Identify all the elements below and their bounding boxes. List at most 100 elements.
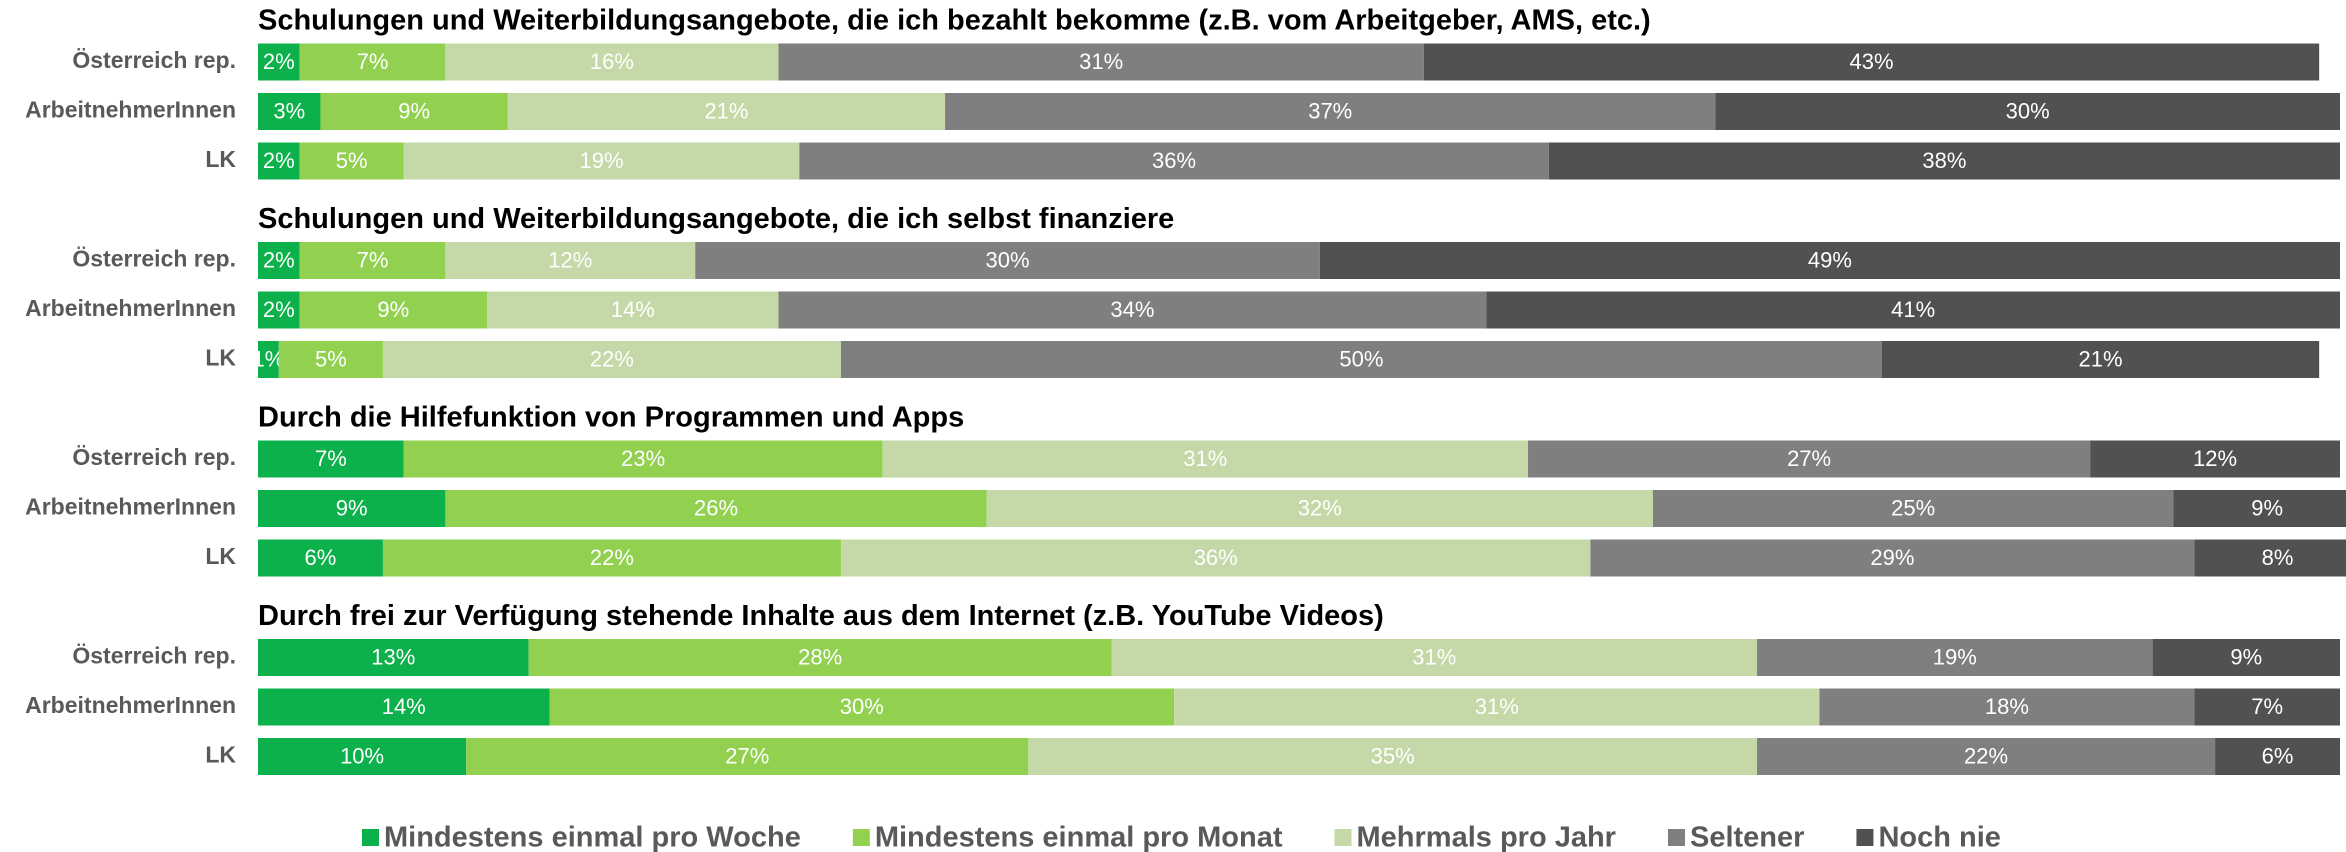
bar-segment (258, 93, 321, 130)
value-label: 25% (1891, 495, 1935, 520)
bar-segment (258, 341, 279, 378)
legend-swatch (852, 829, 870, 846)
bar-segment (403, 142, 800, 180)
value-label: 27% (725, 743, 769, 768)
bar-segment (320, 93, 508, 130)
bar-segment (1715, 93, 2340, 130)
value-label: 9% (2251, 495, 2283, 520)
bar-segment (1757, 639, 2153, 676)
legend-swatch (1667, 829, 1685, 846)
bar-segment (1548, 142, 2340, 180)
panel-title: Durch die Hilfefunktion von Programmen u… (258, 402, 964, 434)
bar-segment (1757, 738, 2216, 775)
bar-segment (466, 738, 1029, 775)
bar-segment (299, 242, 446, 279)
bar-segment (1652, 490, 2174, 527)
bar-segment (382, 341, 841, 378)
bar-segment (695, 242, 1320, 279)
value-label: 5% (315, 346, 347, 371)
value-label: 38% (1922, 148, 1966, 173)
bar-segment (382, 539, 841, 577)
panel-title: Schulungen und Weiterbildungsangebote, d… (258, 203, 1174, 235)
legend-label: Mindestens einmal pro Woche (384, 822, 801, 852)
bar-segment (2173, 490, 2346, 527)
value-label: 13% (371, 644, 415, 669)
value-label: 21% (2079, 346, 2123, 371)
category-label: LK (205, 345, 236, 371)
value-label: 5% (336, 148, 368, 173)
bar-segment (445, 43, 779, 81)
category-label: LK (205, 543, 236, 569)
legend-swatch (1334, 829, 1352, 846)
legend-label: Noch nie (1878, 822, 2000, 852)
value-label: 19% (1933, 644, 1977, 669)
value-label: 9% (398, 98, 430, 123)
value-label: 9% (377, 297, 409, 322)
panel-title: Durch frei zur Verfügung stehende Inhalt… (258, 600, 1384, 632)
bar-segment (2215, 738, 2340, 775)
legend-swatch (362, 829, 379, 846)
bar-segment (487, 291, 779, 329)
bar-segment (2090, 440, 2340, 478)
bar-segment (258, 539, 383, 577)
value-label: 50% (1339, 346, 1383, 371)
legend-label: Mindestens einmal pro Monat (875, 822, 1283, 852)
value-label: 36% (1152, 148, 1196, 173)
value-label: 7% (357, 49, 389, 74)
bar-segment (1028, 738, 1758, 775)
category-label: Österreich rep. (72, 47, 236, 73)
bar-segment (528, 639, 1112, 676)
bar-segment (258, 688, 550, 726)
value-label: 41% (1891, 297, 1935, 322)
value-label: 7% (357, 247, 389, 272)
category-label: Österreich rep. (72, 246, 236, 272)
bar-segment (403, 440, 883, 478)
value-label: 31% (1079, 49, 1123, 74)
bar-segment (840, 539, 1591, 577)
value-label: 23% (621, 446, 665, 471)
bar-segment (549, 688, 1175, 726)
bar-segment (1590, 539, 2195, 577)
category-label: LK (205, 146, 236, 172)
bar-segment (1881, 341, 2320, 378)
bar-segment (778, 43, 1424, 81)
value-label: 10% (340, 743, 384, 768)
bar-segment (299, 291, 488, 329)
value-label: 22% (590, 545, 634, 570)
value-label: 29% (1870, 545, 1914, 570)
value-label: 34% (1110, 297, 1154, 322)
value-label: 12% (2193, 446, 2237, 471)
bar-segment (986, 490, 1653, 527)
bar-segment (445, 242, 696, 279)
value-label: 31% (1412, 644, 1456, 669)
bar-segment (778, 291, 1487, 329)
bar-segment (1423, 43, 2320, 81)
value-label: 7% (2251, 694, 2283, 719)
value-label: 8% (2262, 545, 2294, 570)
value-label: 30% (2006, 98, 2050, 123)
value-label: 31% (1475, 694, 1519, 719)
value-label: 2% (263, 49, 295, 74)
value-label: 49% (1808, 247, 1852, 272)
value-label: 19% (580, 148, 624, 173)
value-label: 18% (1985, 694, 2029, 719)
category-label: ArbeitnehmerInnen (25, 97, 236, 123)
bar-segment (258, 142, 300, 180)
value-label: 9% (2230, 644, 2262, 669)
category-label: Österreich rep. (72, 444, 236, 470)
legend-swatch (1856, 829, 1874, 846)
value-label: 12% (548, 247, 592, 272)
value-label: 30% (840, 694, 884, 719)
bar-segment (258, 490, 446, 527)
value-label: 2% (263, 297, 295, 322)
value-label: 32% (1298, 495, 1342, 520)
bar-segment (2194, 539, 2346, 577)
value-label: 22% (1964, 743, 2008, 768)
value-label: 7% (315, 446, 347, 471)
bar-segment (1819, 688, 2195, 726)
value-label: 3% (273, 98, 305, 123)
value-label: 6% (2262, 743, 2294, 768)
legend-label: Seltener (1690, 822, 1804, 852)
bar-segment (945, 93, 1716, 130)
